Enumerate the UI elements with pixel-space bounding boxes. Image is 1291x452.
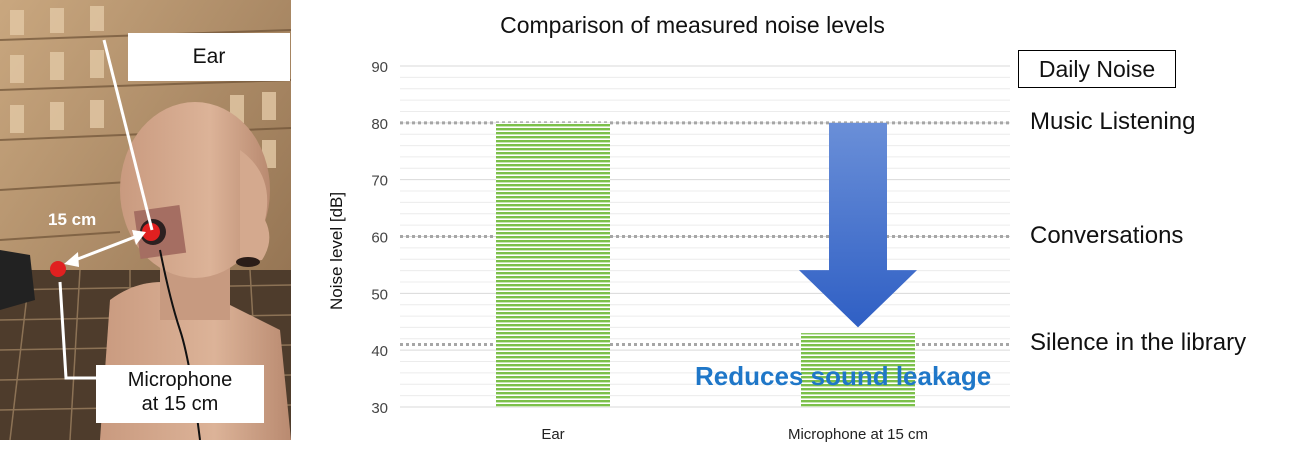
daily-noise-header: Daily Noise xyxy=(1018,50,1176,88)
reference-label: Music Listening xyxy=(1030,107,1196,135)
distance-label: 15 cm xyxy=(48,210,97,229)
ear-label: Ear xyxy=(128,33,290,81)
leakage-annotation: Reduces sound leakage xyxy=(695,361,992,391)
bar-2 xyxy=(801,333,915,407)
microphone-label-line1: Microphone xyxy=(127,369,233,391)
y-tick-label: 90 xyxy=(371,59,388,76)
y-tick-label: 40 xyxy=(371,343,388,360)
y-tick-label: 60 xyxy=(371,230,388,247)
reference-label: Conversations xyxy=(1030,221,1184,249)
bar-1 xyxy=(496,122,610,407)
dummy-head-photo: Ear Microphone at 15 cm 15 cm xyxy=(0,0,291,440)
microphone-label: Microphone at 15 cm xyxy=(96,365,264,423)
category-label: Ear xyxy=(541,426,564,443)
category-label: Microphone at 15 cm xyxy=(788,426,928,443)
y-tick-label: 70 xyxy=(371,173,388,190)
reference-label: Silence in the library xyxy=(1030,329,1247,357)
chart-title: Comparison of measured noise levels xyxy=(500,12,885,38)
microphone-label-line2: at 15 cm xyxy=(141,393,219,415)
y-tick-label: 50 xyxy=(371,286,388,303)
y-tick-label: 30 xyxy=(371,400,388,417)
reduction-arrow xyxy=(799,122,917,328)
y-tick-label: 80 xyxy=(371,116,388,133)
